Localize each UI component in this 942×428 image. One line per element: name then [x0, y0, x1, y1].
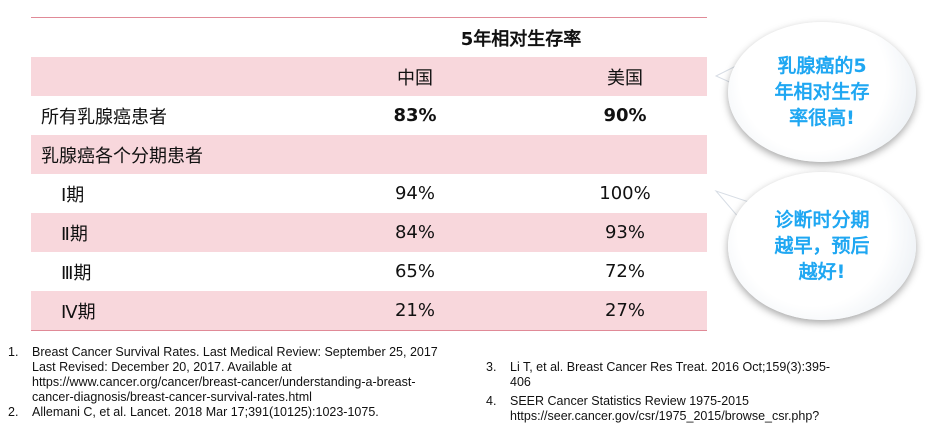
references-left: 1. Breast Cancer Survival Rates. Last Me… [8, 345, 478, 420]
callout-bubble-survival: 乳腺癌的5 年相对生存 率很高! [728, 22, 916, 162]
reference-text: Li T, et al. Breast Cancer Res Treat. 20… [510, 360, 831, 389]
column-header-usa: 美国 [607, 67, 643, 89]
reference-number: 2. [8, 405, 19, 419]
cell-usa: 27% [604, 300, 645, 321]
table-header-row: 中国 美国 [31, 57, 707, 96]
reference-number: 1. [8, 345, 19, 359]
row-label: Ⅰ期 [61, 184, 85, 206]
cell-usa: 100% [599, 183, 651, 204]
table-title: 5年相对生存率 [460, 28, 582, 50]
reference-text: Breast Cancer Survival Rates. Last Medic… [32, 345, 438, 404]
table-row: Ⅰ期 94% 100% [31, 174, 707, 213]
callout-bubble-staging: 诊断时分期 越早，预后 越好! [728, 172, 916, 320]
reference-text: Allemani C, et al. Lancet. 2018 Mar 17;3… [32, 405, 379, 419]
table-row: Ⅲ期 65% 72% [31, 252, 707, 291]
callout-text: 诊断时分期 越早，预后 越好! [774, 209, 870, 283]
row-label: Ⅲ期 [61, 262, 92, 284]
cell-china: 84% [394, 222, 435, 243]
column-header-china: 中国 [397, 67, 433, 89]
reference-number: 3. [486, 360, 497, 374]
cell-usa: 90% [603, 105, 647, 126]
reference-item: 3. Li T, et al. Breast Cancer Res Treat.… [486, 360, 926, 390]
table-row: Ⅱ期 84% 93% [31, 213, 707, 252]
cell-china: 83% [393, 105, 437, 126]
cell-china: 94% [394, 183, 435, 204]
reference-item: 2. Allemani C, et al. Lancet. 2018 Mar 1… [8, 405, 478, 420]
row-label: Ⅱ期 [61, 223, 88, 245]
table-row: 所有乳腺癌患者 83% 90% [31, 96, 707, 135]
reference-number: 4. [486, 394, 497, 408]
table-row: Ⅳ期 21% 27% [31, 291, 707, 330]
table-row: 乳腺癌各个分期患者 [31, 135, 707, 174]
references-right: 3. Li T, et al. Breast Cancer Res Treat.… [486, 360, 926, 424]
reference-text: SEER Cancer Statistics Review 1975-2015 … [510, 394, 820, 423]
survival-table: 5年相对生存率 中国 美国 所有乳腺癌患者 83% 90% 乳腺癌各个分期患者 … [31, 17, 707, 331]
reference-item: 1. Breast Cancer Survival Rates. Last Me… [8, 345, 478, 405]
row-label: Ⅳ期 [61, 301, 96, 323]
row-label: 乳腺癌各个分期患者 [41, 145, 203, 167]
reference-item: 4. SEER Cancer Statistics Review 1975-20… [486, 394, 926, 424]
cell-china: 21% [394, 300, 435, 321]
table-title-row: 5年相对生存率 [31, 18, 707, 57]
cell-china: 65% [394, 261, 435, 282]
row-label: 所有乳腺癌患者 [41, 106, 167, 128]
callout-text: 乳腺癌的5 年相对生存 率很高! [774, 55, 870, 129]
cell-usa: 93% [604, 222, 645, 243]
cell-usa: 72% [604, 261, 645, 282]
